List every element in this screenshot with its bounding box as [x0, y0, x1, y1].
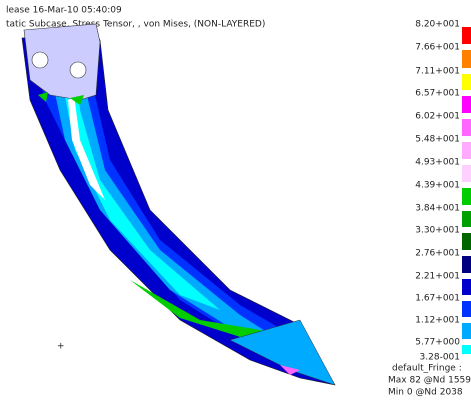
legend-label: 1.67+001 — [415, 294, 460, 304]
legend-swatch — [462, 301, 471, 317]
legend-label: 7.66+001 — [415, 43, 460, 53]
viewport: lease 16-Mar-10 05:40:09 tatic Subcase, … — [0, 0, 471, 401]
model — [22, 24, 335, 385]
legend-label: 7.11+001 — [415, 67, 460, 77]
legend-label: 6.57+001 — [415, 89, 460, 99]
legend-label: 1.12+001 — [415, 316, 460, 326]
legend-label: 5.77+000 — [415, 338, 460, 348]
legend-swatch — [462, 74, 471, 90]
header-line: lease 16-Mar-10 05:40:09 — [6, 6, 122, 16]
legend-label: 3.30+001 — [415, 226, 460, 236]
legend-swatch — [462, 188, 471, 205]
legend-swatch — [462, 233, 471, 250]
cursor-marker: + — [57, 342, 65, 352]
legend-label: 5.48+001 — [415, 135, 460, 145]
legend-swatch — [462, 345, 471, 354]
legend-swatch — [462, 50, 471, 68]
legend: 8.20+001 7.66+001 7.11+001 6.57+001 6.02+001… — [415, 20, 471, 363]
legend-swatch — [462, 279, 471, 295]
footer-line: Min 0 @Nd 2038 — [388, 388, 463, 398]
legend-label: 4.93+001 — [415, 158, 460, 168]
legend-swatch — [462, 96, 471, 113]
legend-swatch — [462, 142, 471, 159]
legend-label: 2.76+001 — [415, 249, 460, 259]
legend-swatch — [462, 165, 471, 182]
footer-line: Max 82 @Nd 1559 — [388, 376, 471, 386]
legend-label: 3.28-001 — [420, 353, 460, 363]
legend-swatch — [462, 256, 471, 273]
legend-swatch — [462, 323, 471, 339]
legend-label: 2.21+001 — [415, 272, 460, 282]
legend-label: 3.84+001 — [415, 204, 460, 214]
legend-swatch — [462, 27, 471, 44]
legend-label: 8.20+001 — [415, 20, 460, 30]
fringe-plot: lease 16-Mar-10 05:40:09 tatic Subcase, … — [0, 0, 471, 401]
legend-swatch — [462, 119, 471, 136]
legend-swatch — [462, 211, 471, 227]
footer-line: default_Fringe : — [392, 364, 462, 374]
legend-label: 6.02+001 — [415, 112, 460, 122]
legend-label: 4.39+001 — [415, 181, 460, 191]
